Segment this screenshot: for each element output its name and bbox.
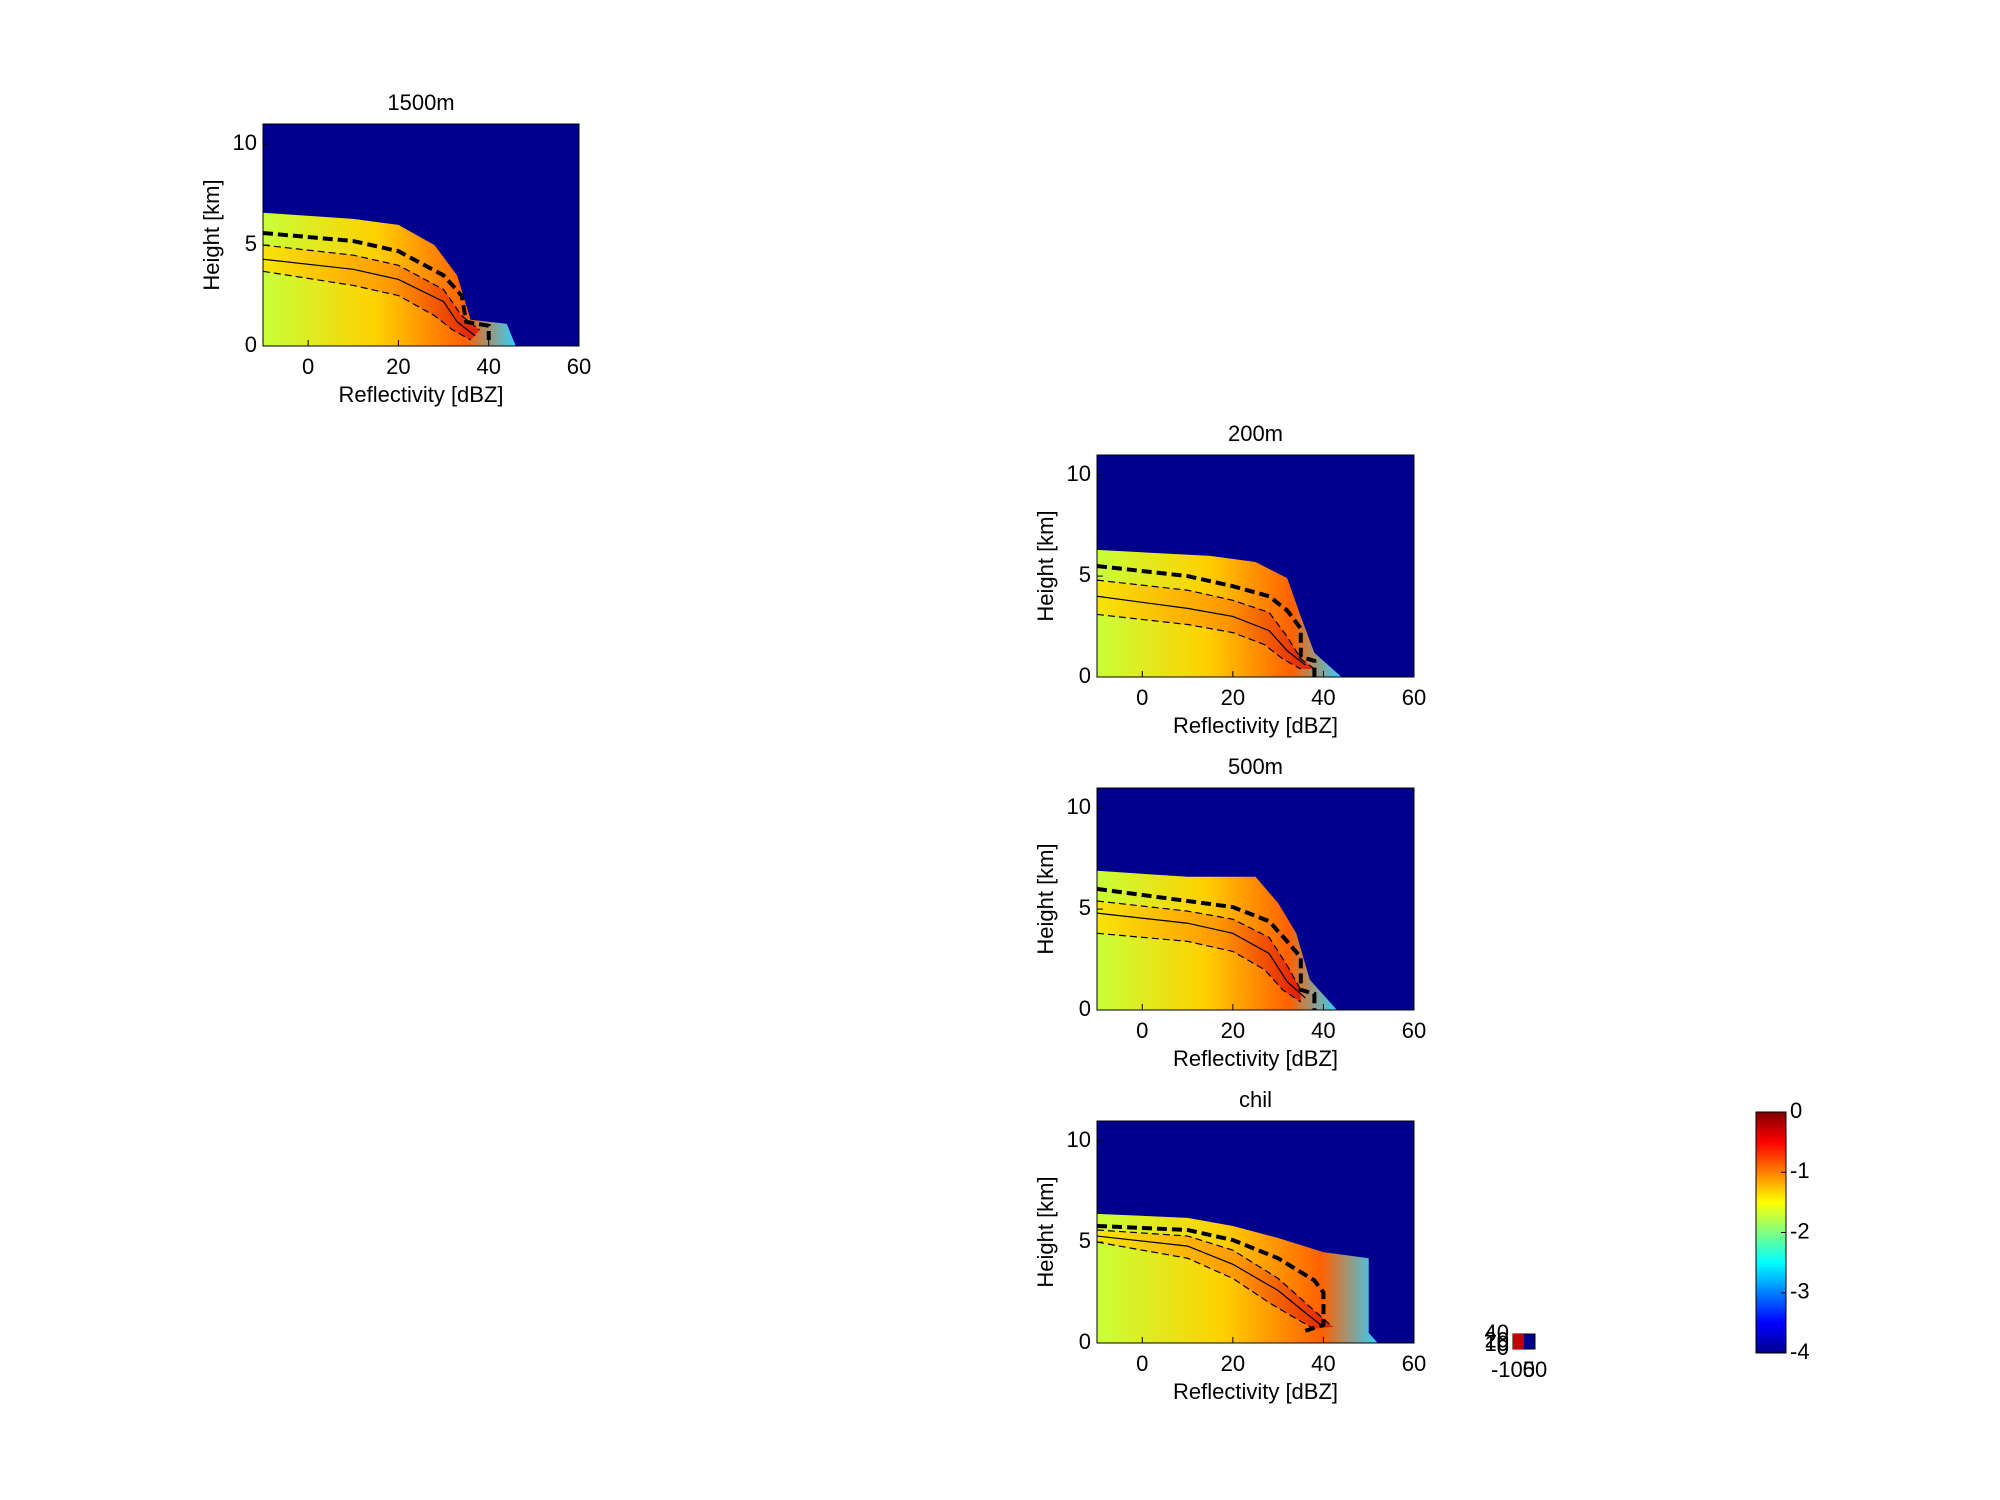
colorbar-tick-label: -4 <box>1790 1339 1810 1364</box>
colorbar-tick-label: 0 <box>1790 1098 1802 1123</box>
x-tick-label: 60 <box>1402 685 1426 710</box>
axes-frame <box>1096 1120 1415 1344</box>
x-tick-label: 0 <box>302 354 314 379</box>
x-axis-label: Reflectivity [dBZ] <box>1173 713 1338 738</box>
mini-y-tick-label: 10 <box>1485 1331 1509 1356</box>
profile-line <box>1096 932 1302 1003</box>
y-tick-label: 5 <box>245 231 257 256</box>
profile-line <box>262 258 476 337</box>
y-tick-label: 5 <box>1079 1228 1091 1253</box>
panel-title: 200m <box>1228 421 1283 446</box>
y-axis-label: Height [km] <box>1033 1176 1058 1287</box>
x-tick-label: 20 <box>1221 1351 1245 1376</box>
mini-y-tick-label: 40 <box>1485 1320 1509 1345</box>
profile-line <box>1096 1223 1326 1333</box>
panel-title: 1500m <box>387 90 454 115</box>
axes-frame <box>1096 787 1415 1011</box>
profile-line <box>1096 1235 1324 1328</box>
profile-line <box>1096 564 1317 677</box>
y-axis-label: Height [km] <box>1033 510 1058 621</box>
y-tick-label: 5 <box>1079 562 1091 587</box>
y-tick-label: 10 <box>1067 1127 1091 1152</box>
profile-line <box>262 270 471 341</box>
y-tick-label: 0 <box>245 332 257 357</box>
y-axis-label: Height [km] <box>199 179 224 290</box>
profile-line <box>1096 1241 1315 1330</box>
x-tick-label: 60 <box>1402 1351 1426 1376</box>
x-tick-label: 60 <box>1402 1018 1426 1043</box>
y-tick-label: 0 <box>1079 663 1091 688</box>
x-tick-label: 40 <box>476 354 500 379</box>
y-tick-label: 0 <box>1079 1329 1091 1354</box>
y-tick-label: 5 <box>1079 895 1091 920</box>
x-tick-label: 0 <box>1136 1018 1148 1043</box>
x-axis-label: Reflectivity [dBZ] <box>338 382 503 407</box>
x-tick-label: 0 <box>1136 685 1148 710</box>
panel-title: 500m <box>1228 754 1283 779</box>
profile-line <box>262 244 481 331</box>
x-tick-label: 20 <box>386 354 410 379</box>
mini-axes-patch <box>1513 1334 1524 1349</box>
x-tick-label: 60 <box>567 354 591 379</box>
x-tick-label: 40 <box>1311 685 1335 710</box>
y-tick-label: 0 <box>1079 996 1091 1021</box>
density-core <box>1097 901 1301 1002</box>
profile-line <box>1096 613 1302 670</box>
mini-x-tick-label: -100 <box>1491 1357 1535 1382</box>
axes-frame <box>262 123 580 347</box>
x-axis-label: Reflectivity [dBZ] <box>1173 1379 1338 1404</box>
profile-line <box>1096 886 1317 1010</box>
mini-y-tick-label: 0 <box>1497 1335 1509 1360</box>
x-tick-label: 40 <box>1311 1351 1335 1376</box>
mini-y-tick-label: 20 <box>1485 1327 1509 1352</box>
x-tick-label: 20 <box>1221 1018 1245 1043</box>
y-tick-label: 10 <box>1067 461 1091 486</box>
y-tick-label: 10 <box>1067 794 1091 819</box>
profile-line <box>1096 1229 1333 1328</box>
profile-line <box>1096 912 1306 999</box>
profile-line <box>262 230 491 340</box>
colorbar-tick-label: -3 <box>1790 1279 1810 1304</box>
profile-line <box>1096 595 1306 666</box>
profile-line <box>1096 900 1302 991</box>
x-tick-label: 40 <box>1311 1018 1335 1043</box>
density-core <box>1097 580 1315 669</box>
profile-line <box>1096 579 1315 670</box>
x-axis-label: Reflectivity [dBZ] <box>1173 1046 1338 1071</box>
density-core <box>263 245 480 340</box>
density-core <box>1097 1229 1333 1329</box>
axes-frame <box>1096 454 1415 678</box>
panel-title: chil <box>1239 1087 1272 1112</box>
x-tick-label: 20 <box>1221 685 1245 710</box>
y-tick-label: 10 <box>233 130 257 155</box>
colorbar-tick-label: -2 <box>1790 1218 1810 1243</box>
colorbar-tick-label: -1 <box>1790 1158 1810 1183</box>
x-tick-label: 0 <box>1136 1351 1148 1376</box>
y-axis-label: Height [km] <box>1033 843 1058 954</box>
mini-x-tick-label: 50 <box>1523 1357 1547 1382</box>
